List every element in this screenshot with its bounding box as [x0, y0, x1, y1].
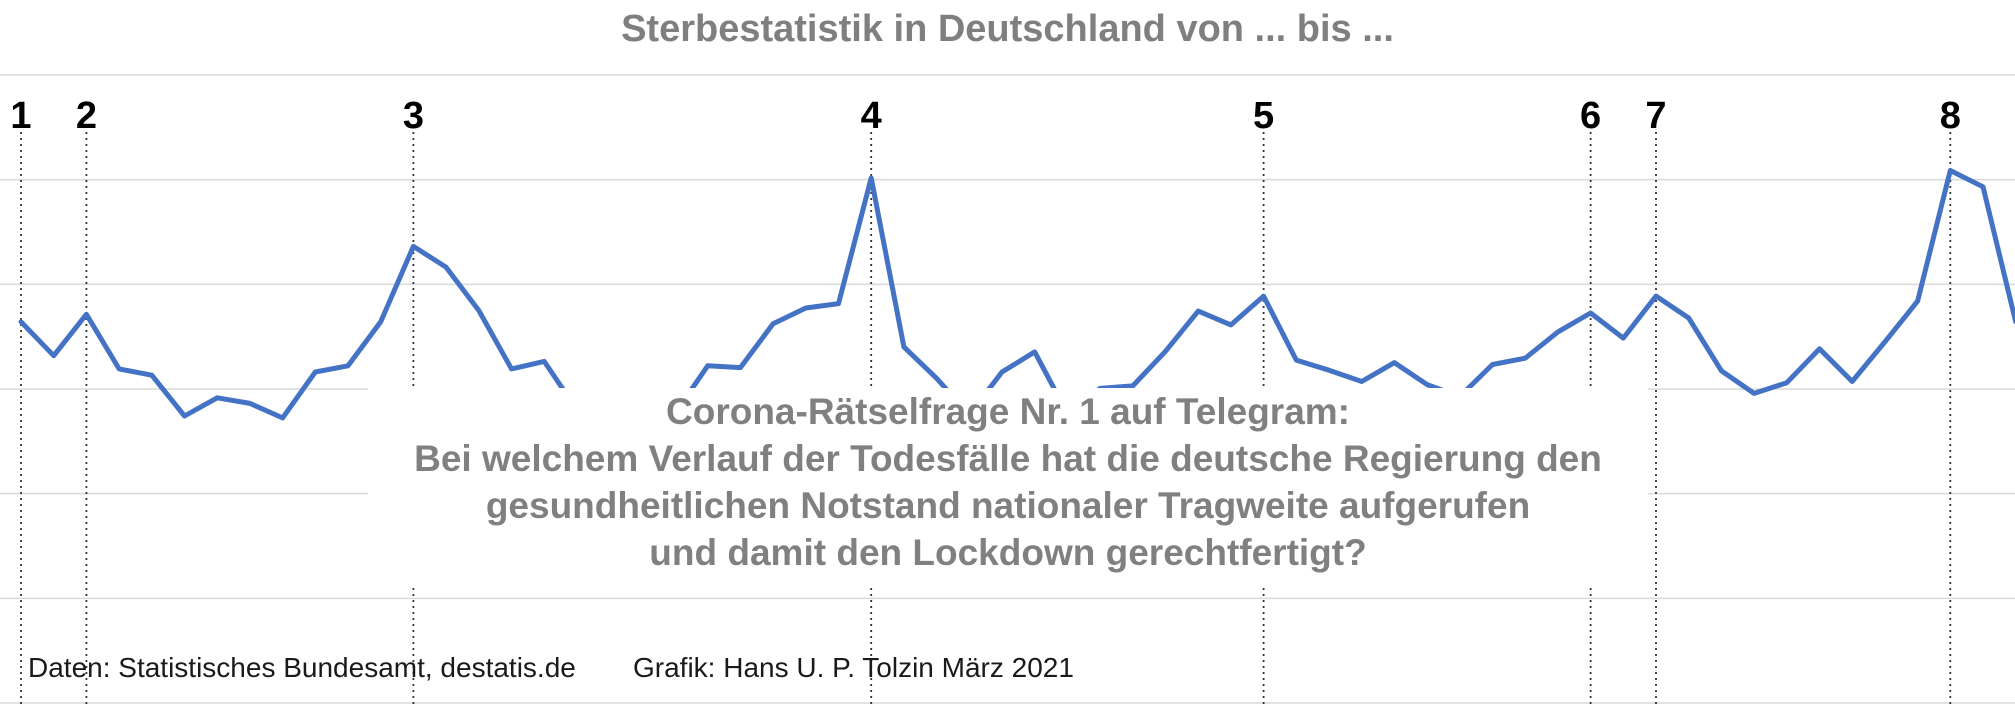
question-box: Corona-Rätselfrage Nr. 1 auf Telegram: B…: [368, 388, 1648, 588]
data-point: [1588, 311, 1593, 316]
data-point: [444, 265, 449, 270]
data-point: [1686, 316, 1691, 321]
data-point: [934, 376, 939, 381]
data-point: [705, 363, 710, 368]
marker-label-5: 5: [1253, 95, 1274, 137]
data-point: [1915, 299, 1920, 304]
data-point: [313, 370, 318, 375]
data-point: [1719, 368, 1724, 373]
data-point: [149, 373, 154, 378]
marker-label-4: 4: [861, 95, 882, 137]
question-line-1: Corona-Rätselfrage Nr. 1 auf Telegram:: [666, 391, 1350, 432]
data-point: [1294, 358, 1299, 363]
marker-label-7: 7: [1645, 95, 1666, 137]
data-point: [1261, 294, 1266, 299]
data-point: [509, 366, 514, 371]
data-point: [1523, 356, 1528, 361]
data-point: [1163, 349, 1168, 354]
data-point: [1981, 184, 1986, 189]
question-line-4: und damit den Lockdown gerechtfertigt?: [649, 532, 1367, 573]
data-point: [1425, 382, 1430, 387]
data-point: [378, 319, 383, 324]
data-point: [1327, 368, 1332, 373]
data-point: [1621, 336, 1626, 341]
series-layer: [18, 168, 2015, 421]
data-point: [738, 365, 743, 370]
marker-label-8: 8: [1940, 95, 1961, 137]
marker-label-2: 2: [76, 95, 97, 137]
data-point: [1882, 339, 1887, 344]
data-point: [280, 415, 285, 420]
marker-label-3: 3: [403, 95, 424, 137]
data-point: [215, 395, 220, 400]
marker-label-6: 6: [1580, 95, 1601, 137]
data-source-credit: Daten: Statistisches Bundesamt, destatis…: [28, 652, 576, 683]
series-line: [18, 168, 2015, 421]
data-point: [117, 366, 122, 371]
data-point: [1032, 349, 1037, 354]
data-point: [1948, 168, 1953, 173]
data-point: [771, 321, 776, 326]
data-point: [182, 414, 187, 419]
data-point: [1817, 346, 1822, 351]
data-point: [1555, 329, 1560, 334]
period-markers: 1 2 3 4 5 6 7 8: [10, 95, 1961, 706]
data-point: [901, 344, 906, 349]
data-point: [1228, 322, 1233, 327]
data-point: [1490, 362, 1495, 367]
data-point: [19, 319, 24, 324]
data-point: [836, 301, 841, 306]
data-point: [1000, 370, 1005, 375]
marker-label-1: 1: [10, 95, 31, 137]
data-point: [1654, 294, 1659, 299]
data-point: [1196, 309, 1201, 314]
data-point: [346, 363, 351, 368]
data-point: [247, 401, 252, 406]
data-point: [1392, 360, 1397, 365]
data-point: [803, 306, 808, 311]
data-point: [84, 312, 89, 317]
data-point: [1359, 379, 1364, 384]
question-line-2: Bei welchem Verlauf der Todesfälle hat d…: [414, 438, 1602, 479]
data-point: [1752, 391, 1757, 396]
data-point: [542, 359, 547, 364]
chart-title: Sterbestatistik in Deutschland von ... b…: [621, 8, 1394, 50]
data-point: [1784, 380, 1789, 385]
data-point: [869, 176, 874, 181]
graphic-credit: Grafik: Hans U. P. Tolzin März 2021: [633, 652, 1074, 683]
question-line-3: gesundheitlichen Notstand nationaler Tra…: [485, 485, 1531, 526]
data-point: [1850, 379, 1855, 384]
data-point: [51, 353, 56, 358]
data-point: [411, 244, 416, 249]
data-point: [476, 308, 481, 313]
